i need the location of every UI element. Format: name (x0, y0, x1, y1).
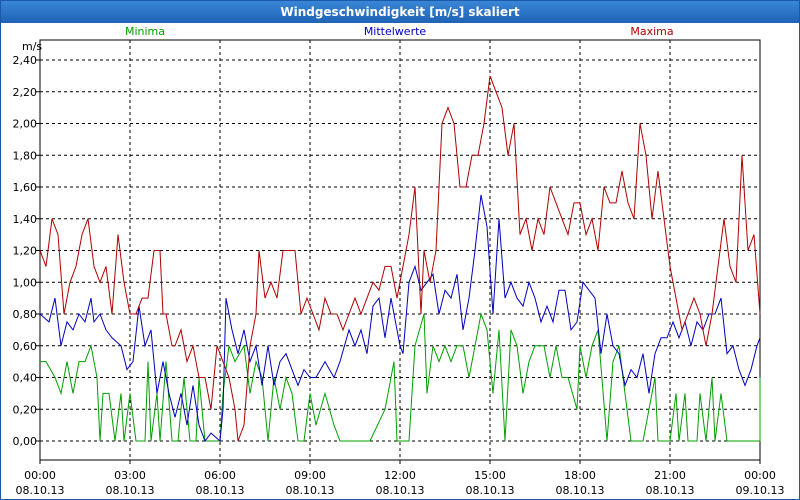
series-minima (40, 312, 761, 442)
y-tick-label: 0,40 (13, 372, 38, 385)
legend: Minima Mittelwerte Maxima (125, 25, 674, 38)
x-tick-time: 00:00 (744, 469, 776, 482)
x-tick-time: 00:00 (24, 469, 56, 482)
series-mittelwerte (39, 194, 761, 443)
x-tick-time: 03:00 (114, 469, 146, 482)
x-tick-time: 15:00 (474, 469, 506, 482)
x-tick-date: 09.10.13 (736, 484, 785, 497)
x-tick-time: 09:00 (294, 469, 326, 482)
x-tick-time: 12:00 (384, 469, 416, 482)
y-tick-label: 0,80 (13, 308, 38, 321)
y-tick-label: 1,00 (13, 276, 38, 289)
y-tick-label: 2,20 (13, 86, 38, 99)
x-tick-time: 18:00 (564, 469, 596, 482)
x-tick-date: 08.10.13 (196, 484, 245, 497)
x-tick-date: 08.10.13 (106, 484, 155, 497)
y-axis-label: m/s (22, 40, 42, 53)
legend-maxima: Maxima (630, 25, 673, 38)
axis-ticks: 0,00 0,20 0,40 0,60 0,80 1,00 1,20 1,40 1,60 1,80… (13, 54, 785, 497)
y-tick-label: 2,00 (13, 118, 38, 131)
y-tick-label: 1,80 (13, 149, 38, 162)
x-tick-date: 08.10.13 (16, 484, 65, 497)
x-tick-time: 21:00 (654, 469, 686, 482)
y-tick-label: 0,20 (13, 403, 38, 416)
y-tick-label: 2,40 (13, 54, 38, 67)
y-tick-label: 0,60 (13, 340, 38, 353)
legend-minima: Minima (125, 25, 165, 38)
y-tick-label: 0,00 (13, 435, 38, 448)
x-tick-date: 08.10.13 (556, 484, 605, 497)
x-tick-date: 08.10.13 (286, 484, 335, 497)
y-tick-label: 1,60 (13, 181, 38, 194)
y-tick-label: 1,20 (13, 245, 38, 258)
series-lines (39, 75, 761, 443)
series-maxima (39, 75, 761, 442)
chart-title: Windgeschwindigkeit [m/s] skaliert (1, 1, 799, 23)
x-tick-date: 08.10.13 (646, 484, 695, 497)
x-tick-date: 08.10.13 (466, 484, 515, 497)
x-tick-time: 06:00 (204, 469, 236, 482)
y-tick-label: 1,40 (13, 213, 38, 226)
legend-mittelwerte: Mittelwerte (364, 25, 427, 38)
x-tick-date: 08.10.13 (376, 484, 425, 497)
